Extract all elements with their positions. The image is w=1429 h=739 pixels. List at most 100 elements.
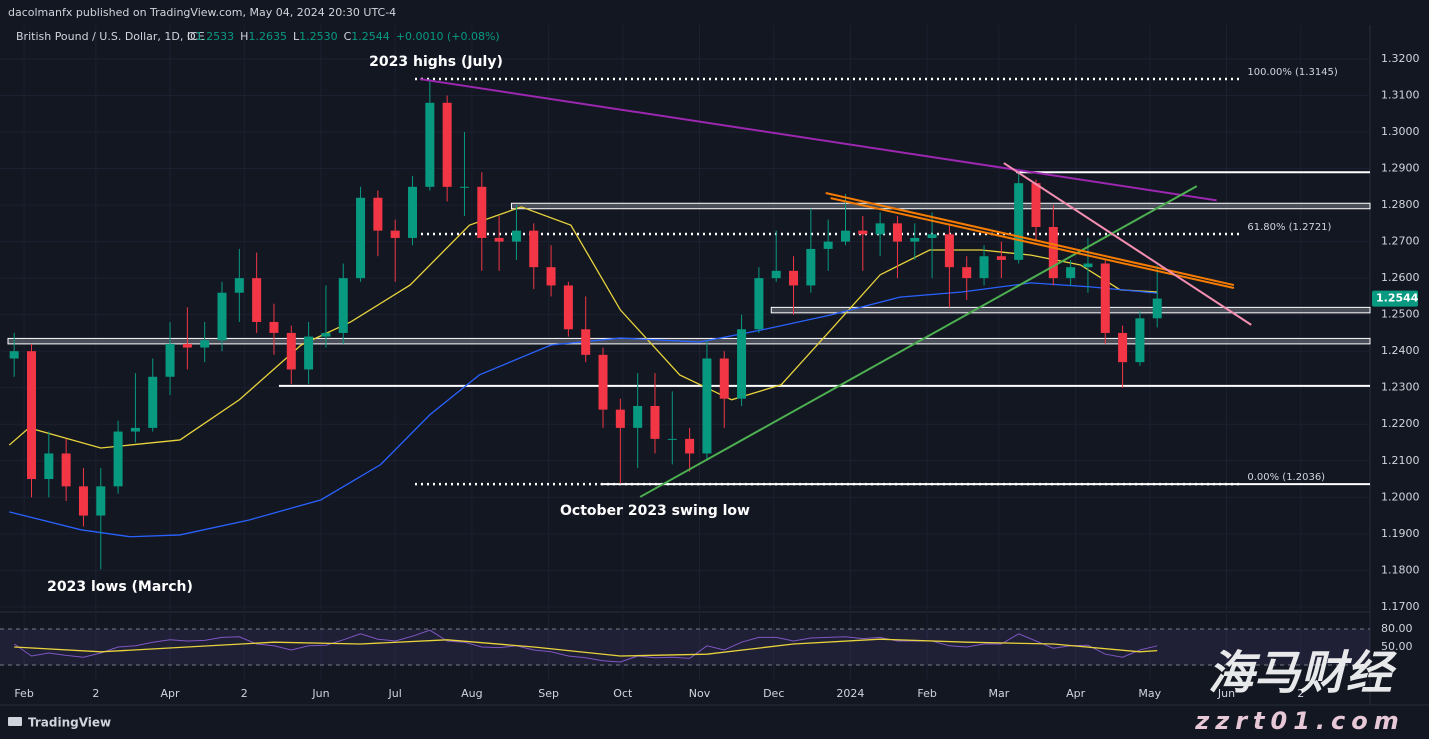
- last-price-box: [1372, 290, 1418, 307]
- y-tick-label: 1.3000: [1381, 125, 1420, 138]
- candle-body: [719, 358, 729, 399]
- ohlc-value: 1.2635: [248, 30, 287, 43]
- candle-body: [702, 358, 712, 454]
- candle-body: [927, 234, 937, 238]
- logo-icon: [8, 717, 22, 726]
- candle-body: [650, 405, 660, 439]
- candle-body: [304, 336, 314, 370]
- candle-body: [1118, 332, 1128, 363]
- x-tick-label: Feb: [14, 687, 33, 700]
- candle-body: [44, 453, 54, 480]
- rsi-tick-label: 80.00: [1381, 622, 1413, 635]
- trendline: [419, 78, 1217, 202]
- ohlc-value: 1.2544: [351, 30, 390, 43]
- candle-body: [408, 186, 418, 238]
- x-tick-label: 2: [241, 687, 248, 700]
- candle-body: [113, 431, 123, 487]
- y-tick-label: 1.2200: [1381, 417, 1420, 430]
- candle-body: [494, 237, 504, 242]
- y-tick-label: 1.3200: [1381, 52, 1420, 65]
- candle-body: [442, 102, 452, 187]
- candle-body: [754, 278, 764, 330]
- candle-body: [390, 230, 400, 238]
- annotation: 2023 lows (March): [47, 579, 193, 595]
- x-tick-label: Aug: [461, 687, 482, 700]
- candle-body: [771, 270, 781, 279]
- x-tick-label: Apr: [161, 687, 181, 700]
- y-tick-label: 1.1900: [1381, 527, 1420, 540]
- x-tick-label: Feb: [917, 687, 936, 700]
- candle-body: [373, 197, 383, 231]
- candle-body: [962, 267, 972, 279]
- rsi-ma-line: [14, 638, 1158, 657]
- rsi-band: [0, 629, 1370, 665]
- watermark-title: 海马财经: [1208, 646, 1397, 700]
- candle-body: [269, 321, 279, 333]
- candle-body: [598, 354, 608, 410]
- rsi-tick-label: 50.00: [1381, 640, 1413, 653]
- fib-label: 100.00% (1.3145): [1247, 67, 1338, 78]
- x-tick-label: Apr: [1066, 687, 1086, 700]
- ohlc-label: H: [240, 30, 248, 43]
- candle-body: [356, 197, 366, 279]
- candle-body: [338, 278, 348, 333]
- annotation: October 2023 swing low: [560, 503, 750, 519]
- y-tick-label: 1.2500: [1381, 308, 1420, 321]
- x-tick-label: 2024: [836, 687, 864, 700]
- trendline: [639, 185, 1198, 498]
- candle-body: [910, 237, 920, 242]
- candle-body: [529, 230, 539, 268]
- x-tick-label: 2: [1297, 687, 1304, 700]
- candle-body: [61, 453, 71, 487]
- y-tick-label: 1.2400: [1381, 344, 1420, 357]
- candle-body: [200, 340, 210, 348]
- ohlc-label: C: [344, 30, 352, 43]
- ohlc-value: 1.2530: [299, 30, 338, 43]
- candle-body: [1152, 298, 1162, 319]
- y-tick-label: 1.1700: [1381, 600, 1420, 613]
- ohlc-label: L: [293, 30, 300, 43]
- trendline: [830, 197, 1235, 289]
- candle-body: [165, 343, 175, 377]
- candle-body: [252, 278, 262, 322]
- x-tick-label: Sep: [538, 687, 559, 700]
- x-tick-label: May: [1138, 687, 1161, 700]
- candle-body: [182, 343, 192, 348]
- candle-body: [685, 438, 695, 454]
- moving-average: [8, 206, 1158, 449]
- ohlc-value: 1.2533: [196, 30, 235, 43]
- rsi-line: [13, 629, 1158, 663]
- candle-body: [823, 241, 833, 249]
- candle-body: [806, 248, 816, 286]
- candle-body: [9, 351, 19, 359]
- candle-body: [840, 230, 850, 242]
- candle-body: [737, 329, 747, 399]
- candle-body: [996, 256, 1006, 260]
- x-tick-label: Nov: [689, 687, 711, 700]
- y-tick-label: 1.2000: [1381, 490, 1420, 503]
- y-tick-label: 1.2900: [1381, 162, 1420, 175]
- y-tick-label: 1.2300: [1381, 381, 1420, 394]
- fib-label: 0.00% (1.2036): [1247, 472, 1325, 483]
- candle-body: [459, 186, 469, 188]
- x-tick-label: Dec: [763, 687, 784, 700]
- annotation: 2023 highs (July): [369, 54, 503, 70]
- last-price-label: 1.2544: [1376, 292, 1419, 305]
- candle-body: [1066, 267, 1076, 279]
- candle-body: [217, 292, 227, 341]
- candle-body: [615, 409, 625, 428]
- candle-body: [633, 405, 643, 428]
- candle-body: [944, 234, 954, 268]
- x-tick-label: Oct: [613, 687, 633, 700]
- candle-body: [546, 267, 556, 286]
- trendline: [1003, 162, 1252, 326]
- candle-body: [858, 230, 868, 235]
- candle-body: [130, 427, 140, 432]
- candle-body: [1100, 263, 1110, 333]
- brand: TradingView: [28, 716, 111, 730]
- x-tick-label: Mar: [989, 687, 1010, 700]
- candle-body: [875, 223, 885, 235]
- candle-body: [1014, 183, 1024, 260]
